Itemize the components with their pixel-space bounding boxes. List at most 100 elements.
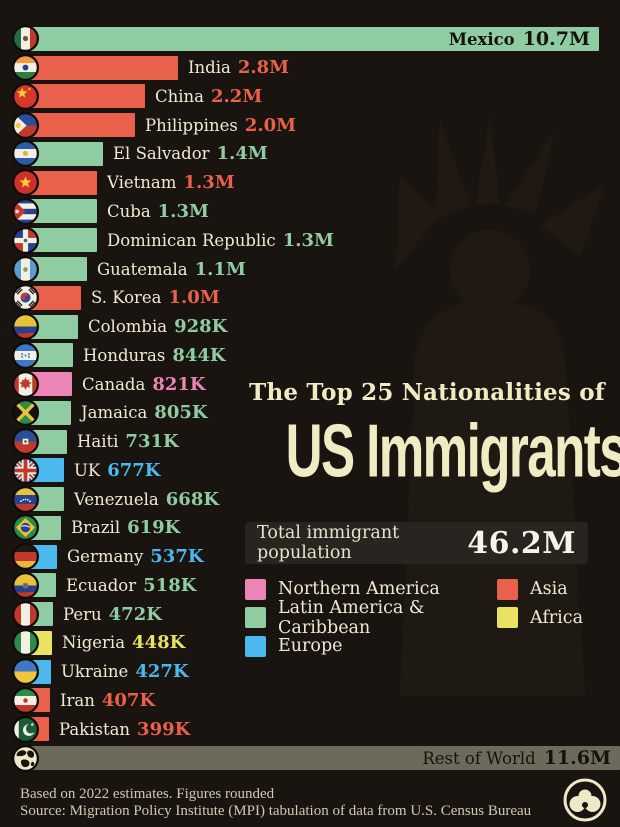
country-value: 844K — [172, 344, 226, 366]
northern-america-swatch — [245, 578, 266, 600]
country-value: 1.4M — [216, 143, 268, 165]
country-row-iran: Iran 407K — [12, 686, 620, 715]
africa-swatch — [497, 607, 518, 629]
country-name: UK — [74, 460, 101, 480]
country-row-venezuela: Venezuela 668K — [12, 485, 620, 514]
bar-label: Venezuela 668K — [74, 489, 219, 510]
country-row-mexico: Mexico 10.7M — [12, 25, 620, 54]
country-name: Germany — [67, 547, 144, 567]
country-row-india: India 2.8M — [12, 53, 620, 82]
country-name: Ecuador — [66, 575, 137, 595]
country-value: 619K — [127, 517, 181, 539]
bar-label: Peru 472K — [63, 604, 162, 625]
country-value: 677K — [107, 459, 161, 481]
country-row-canada: Canada 821K — [12, 370, 620, 399]
legend-label: Africa — [530, 607, 584, 628]
guatemala-flag-icon — [12, 255, 39, 283]
ukraine-flag-icon — [12, 658, 39, 686]
country-name: Honduras — [83, 345, 166, 365]
country-value: 928K — [174, 316, 228, 338]
bar-label: Colombia 928K — [88, 316, 227, 337]
country-name: China — [155, 86, 204, 106]
haiti-flag-icon — [12, 428, 39, 456]
colombia-flag-icon — [12, 313, 39, 341]
country-name: Haiti — [77, 432, 119, 452]
jamaica-flag-icon — [12, 399, 39, 427]
country-value: 821K — [152, 373, 206, 395]
ecuador-flag-icon — [12, 571, 39, 599]
country-value: 448K — [132, 632, 186, 654]
country-row-cuba: Cuba 1.3M — [12, 197, 620, 226]
country-name: Rest of World — [422, 749, 536, 769]
cuba-flag-icon — [12, 197, 39, 225]
country-name: India — [188, 58, 231, 78]
bar-mexico: Mexico 10.7M — [28, 26, 599, 51]
legend-item-latin-america: Latin America & Caribbean — [245, 598, 497, 638]
country-name: S. Korea — [91, 288, 162, 308]
bar-label: Brazil 619K — [71, 517, 180, 538]
bar-label: China 2.2M — [155, 86, 262, 107]
china-flag-icon — [12, 82, 39, 110]
country-value: 2.8M — [237, 57, 290, 79]
bar-el-salvador — [28, 141, 103, 166]
germany-flag-icon — [12, 543, 39, 571]
country-row-ukraine: Ukraine 427K — [12, 657, 620, 686]
country-row-ecuador: Ecuador 518K — [12, 571, 620, 600]
chart-title-line2: US Immigrants — [285, 408, 620, 494]
total-population-label: Total immigrant population — [257, 523, 400, 563]
philippines-flag-icon — [12, 111, 39, 139]
legend-label: Europe — [278, 636, 343, 657]
country-row-guatemala: Guatemala 1.1M — [12, 255, 620, 284]
country-name: Guatemala — [97, 259, 188, 279]
bar-label: Honduras 844K — [83, 345, 226, 366]
country-value: 427K — [135, 661, 189, 683]
bar-label: Dominican Republic 1.3M — [107, 230, 334, 251]
bar-label: India 2.8M — [188, 57, 289, 78]
bar-label: Guatemala 1.1M — [97, 259, 246, 280]
country-row-peru: Peru 472K — [12, 600, 620, 629]
bar-label: Vietnam 1.3M — [107, 172, 235, 193]
country-name: El Salvador — [113, 144, 210, 164]
country-row-s-korea: S. Korea 1.0M — [12, 283, 620, 312]
legend-item-asia: Asia — [497, 575, 583, 604]
dominican-republic-flag-icon — [12, 226, 39, 254]
country-row-jamaica: Jamaica 805K — [12, 398, 620, 427]
country-row-brazil: Brazil 619K — [12, 514, 620, 543]
bar-label: Jamaica 805K — [81, 402, 208, 423]
footer-notes: Based on 2022 estimates. Figures rounded… — [20, 786, 531, 819]
bar-china — [28, 84, 145, 109]
bar-chart: Mexico 10.7M India 2.8M China 2.2M Philippines… — [12, 0, 620, 772]
legend-label: Asia — [530, 579, 568, 600]
nigeria-flag-icon — [12, 629, 39, 657]
country-name: Canada — [82, 374, 146, 394]
pakistan-flag-icon — [12, 715, 39, 743]
vietnam-flag-icon — [12, 169, 39, 197]
title-block: The Top 25 Nationalities of US Immigrant… — [243, 379, 620, 493]
chart-title-line2-wrap: US Immigrants — [243, 407, 620, 493]
country-value: 731K — [125, 431, 179, 453]
country-row-uk: UK 677K — [12, 456, 620, 485]
country-value: 399K — [137, 718, 191, 740]
bar-label: Haiti 731K — [77, 431, 179, 452]
country-value: 2.2M — [211, 85, 263, 107]
country-name: Peru — [63, 604, 102, 624]
bar-label: Rest of World 11.6M — [28, 747, 620, 769]
country-value: 1.1M — [194, 258, 246, 280]
country-row-pakistan: Pakistan 399K — [12, 715, 620, 744]
country-row-haiti: Haiti 731K — [12, 427, 620, 456]
country-name: Mexico — [448, 29, 515, 49]
footer-line2: Source: Migration Policy Institute (MPI)… — [20, 802, 532, 819]
country-name: Brazil — [71, 518, 121, 538]
bar-cuba — [28, 199, 97, 224]
country-row-honduras: Honduras 844K — [12, 341, 620, 370]
country-name: Nigeria — [62, 633, 126, 653]
el-salvador-flag-icon — [12, 140, 39, 168]
country-value: 668K — [165, 488, 219, 510]
legend-item-europe: Europe — [245, 632, 497, 661]
country-row-nigeria: Nigeria 448K — [12, 629, 620, 658]
mexico-flag-icon — [12, 25, 39, 53]
honduras-flag-icon — [12, 341, 39, 369]
legend-label: Northern America — [278, 579, 440, 600]
country-name: Ukraine — [61, 662, 129, 682]
